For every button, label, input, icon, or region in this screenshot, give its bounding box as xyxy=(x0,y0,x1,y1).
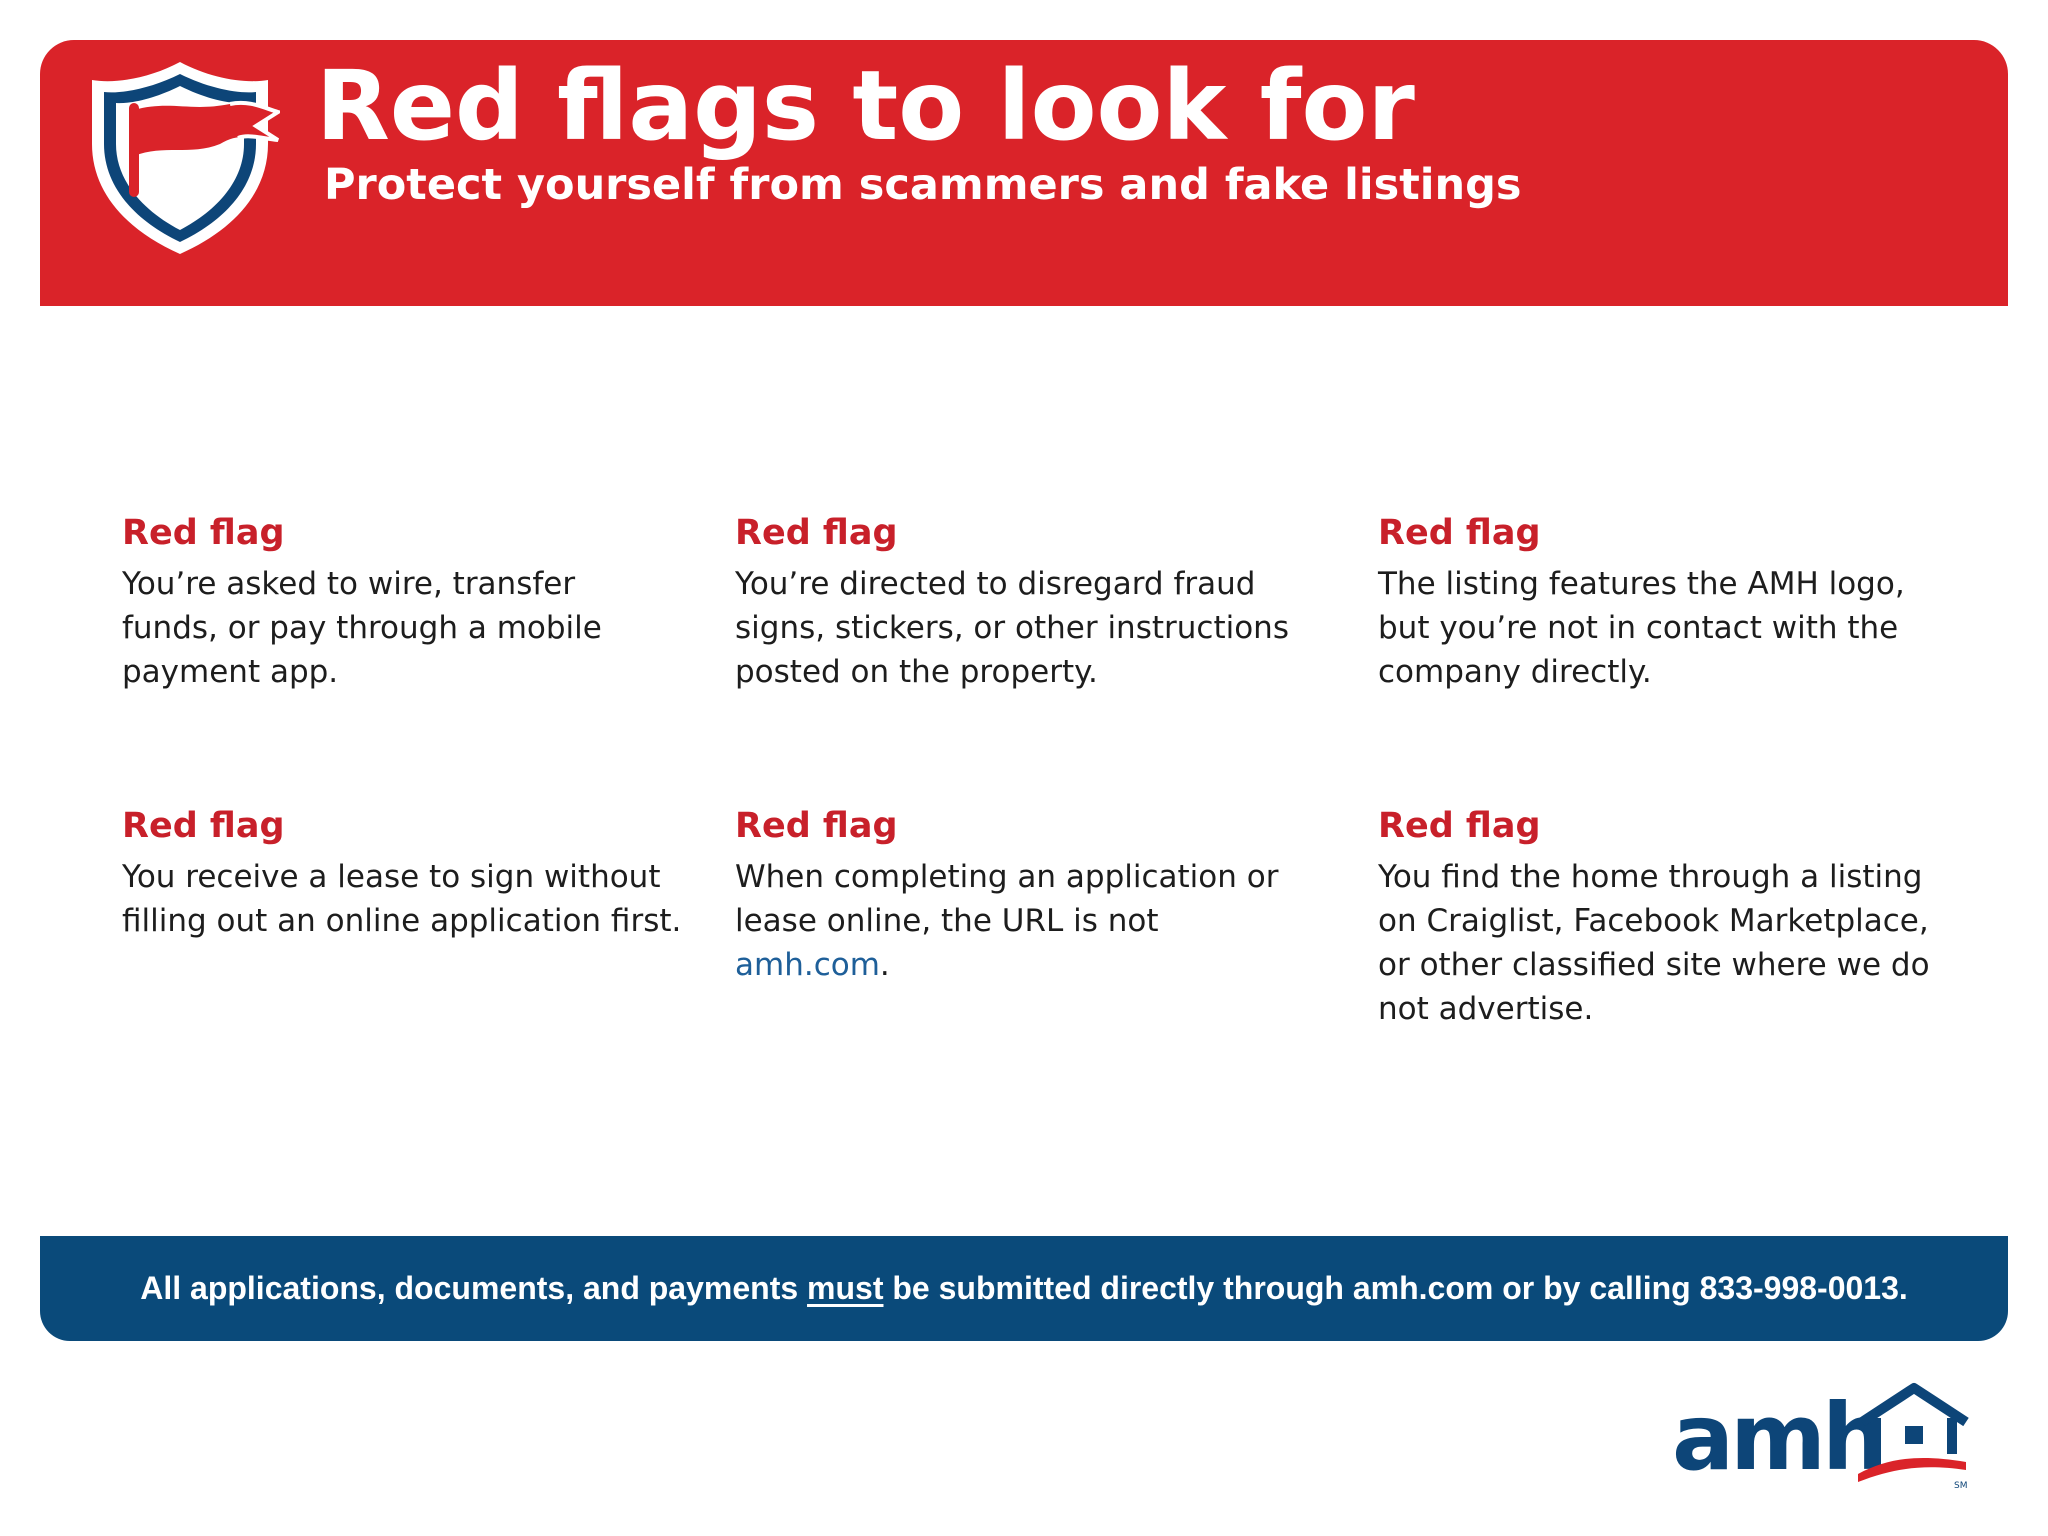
red-flag-description: You’re asked to wire, transfer funds, or… xyxy=(122,566,602,690)
amh-link[interactable]: amh.com xyxy=(735,947,880,983)
footer-notice: All applications, documents, and payment… xyxy=(140,1270,1908,1307)
page-title: Red flags to look for xyxy=(316,50,1415,162)
house-roof-icon: SM xyxy=(1858,1383,1969,1491)
description-text-end: . xyxy=(879,947,890,983)
footer-banner: All applications, documents, and payment… xyxy=(40,1236,2008,1341)
footer-emphasis: must xyxy=(807,1270,884,1306)
footer-text-end: be submitted directly through amh.com or… xyxy=(883,1270,1908,1306)
red-flag-heading: Red flag xyxy=(122,513,285,553)
service-mark: SM xyxy=(1954,1481,1967,1491)
page-subtitle: Protect yourself from scammers and fake … xyxy=(324,160,1522,210)
red-flag-item-3: Red flag The listing features the AMH lo… xyxy=(1378,512,1978,694)
red-flag-description: You find the home through a listing on C… xyxy=(1378,859,1930,1027)
red-flag-item-6: Red flag You find the home through a lis… xyxy=(1378,805,1978,1031)
logo-wordmark: amh xyxy=(1672,1384,1887,1491)
red-flag-heading: Red flag xyxy=(122,806,285,846)
red-flag-description: You’re directed to disregard fraud signs… xyxy=(735,566,1289,690)
red-flag-heading: Red flag xyxy=(1378,806,1541,846)
red-flag-item-2: Red flag You’re directed to disregard fr… xyxy=(735,512,1335,694)
red-flag-item-4: Red flag You receive a lease to sign wit… xyxy=(122,805,722,943)
footer-text-start: All applications, documents, and payment… xyxy=(140,1270,808,1306)
red-flag-item-1: Red flag You’re asked to wire, transfer … xyxy=(122,512,722,694)
amh-logo: amh SM xyxy=(1660,1382,1980,1502)
red-flag-description: You receive a lease to sign without fill… xyxy=(122,859,682,939)
red-flag-item-5: Red flag When completing an application … xyxy=(735,805,1335,987)
header-banner xyxy=(40,40,2008,306)
red-flag-heading: Red flag xyxy=(735,806,898,846)
description-text: When completing an application or lease … xyxy=(735,859,1279,939)
red-flag-description: The listing features the AMH logo, but y… xyxy=(1378,566,1905,690)
shield-flag-icon xyxy=(92,62,280,254)
red-flag-description: When completing an application or lease … xyxy=(735,855,1315,987)
red-flag-heading: Red flag xyxy=(735,513,898,553)
red-flag-heading: Red flag xyxy=(1378,513,1541,553)
